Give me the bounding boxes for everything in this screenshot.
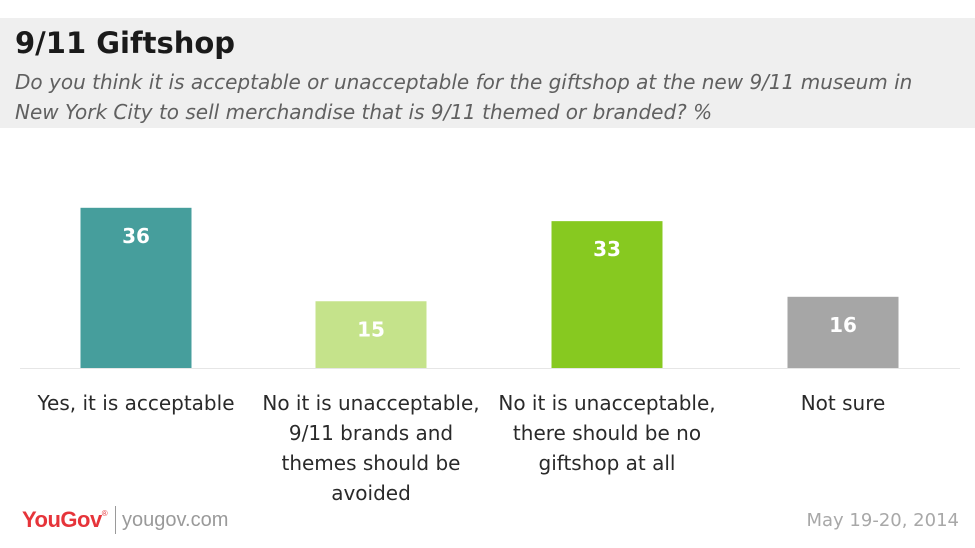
bar-value-label: 15 bbox=[357, 317, 385, 341]
footer-divider bbox=[115, 506, 116, 534]
bar-value-label: 36 bbox=[122, 224, 150, 248]
footer-url[interactable]: yougov.com bbox=[122, 509, 229, 531]
logo-brand-text: YouGov bbox=[22, 507, 102, 532]
chart-subtitle: Do you think it is acceptable or unaccep… bbox=[15, 70, 913, 124]
logo-registered-mark: ® bbox=[101, 509, 108, 518]
category-label: Yes, it is acceptable bbox=[16, 388, 256, 418]
survey-date: May 19-20, 2014 bbox=[806, 510, 960, 531]
category-label-line: themes should be bbox=[281, 451, 461, 475]
bar-value-label: 16 bbox=[829, 313, 857, 337]
category-label-line: Not sure bbox=[800, 391, 886, 415]
bar-value-label: 33 bbox=[593, 237, 621, 261]
bar bbox=[787, 296, 899, 368]
category-label-line: avoided bbox=[331, 481, 411, 505]
category-label: No it is unacceptable, there should be no… bbox=[487, 388, 727, 478]
category-label-line: giftshop at all bbox=[538, 451, 676, 475]
category-label-line: there should be no bbox=[512, 421, 702, 445]
category-label-line: No it is unacceptable, bbox=[498, 391, 716, 415]
header-panel: 9/11 Giftshop Do you think it is accepta… bbox=[0, 18, 975, 128]
category-label: Not sure bbox=[723, 388, 963, 418]
category-label-line: Yes, it is acceptable bbox=[37, 391, 235, 415]
category-label-line: 9/11 brands and bbox=[288, 421, 454, 445]
bar bbox=[80, 207, 192, 368]
bar bbox=[315, 301, 427, 368]
yougov-logo: YouGov® bbox=[22, 507, 108, 533]
bar bbox=[551, 221, 663, 368]
category-label: No it is unacceptable, 9/11 brands and the… bbox=[251, 388, 491, 508]
chart-title: 9/11 Giftshop bbox=[15, 26, 236, 60]
category-label-line: No it is unacceptable, bbox=[262, 391, 480, 415]
